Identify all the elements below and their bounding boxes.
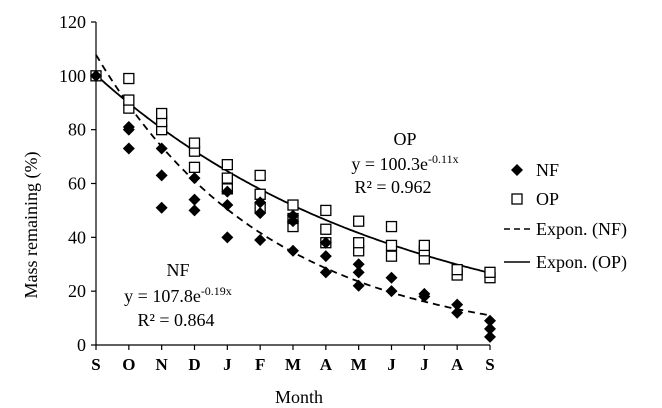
x-axis-label: Month	[275, 387, 323, 407]
x-tick-label: M	[351, 355, 367, 374]
nf-data-point	[352, 279, 365, 292]
op-data-point	[188, 137, 201, 149]
x-tick-label: M	[285, 355, 301, 374]
op-data-point	[188, 161, 201, 174]
nf-annotation-equation: y = 107.8e-0.19x	[124, 284, 232, 306]
x-tick-label: O	[122, 355, 135, 374]
op-data-point	[484, 266, 496, 278]
nf-data-point	[254, 207, 267, 220]
op-data-point	[320, 223, 332, 235]
data-points	[90, 69, 496, 343]
y-tick-label: 100	[59, 66, 86, 86]
nf-annotation-label: NF	[166, 260, 189, 280]
nf-data-point	[221, 199, 234, 212]
x-tick-label: J	[387, 355, 396, 374]
y-tick-label: 40	[68, 227, 86, 247]
op-data-point	[221, 172, 233, 184]
legend-marker-op	[511, 193, 523, 205]
nf-data-point	[451, 298, 464, 311]
nf-data-point	[122, 120, 135, 133]
legend-label-expon-nf: Expon. (NF)	[536, 219, 627, 240]
op-data-point	[451, 263, 463, 276]
nf-data-point	[90, 69, 102, 82]
nf-data-point	[385, 271, 398, 284]
nf-data-point	[254, 234, 267, 247]
op-data-point	[385, 220, 398, 233]
nf-data-point	[221, 185, 234, 198]
op-data-point	[123, 72, 135, 85]
x-tick-label: F	[255, 355, 265, 374]
legend-label-op: OP	[536, 189, 559, 209]
y-axis: 0 20 40 60 80 100 120	[59, 12, 97, 355]
op-data-point	[418, 239, 430, 252]
nf-data-point	[484, 330, 496, 343]
op-data-point	[385, 239, 398, 252]
op-data-point	[353, 237, 365, 249]
op-annotation-equation: y = 100.3e-0.11x	[351, 152, 458, 174]
legend-label-nf: NF	[536, 160, 559, 180]
op-data-point	[254, 169, 266, 182]
y-tick-label: 80	[68, 120, 86, 140]
legend-marker-nf	[511, 164, 523, 176]
nf-data-point	[155, 169, 168, 182]
expon-op-trendline	[95, 74, 491, 274]
nf-data-point	[155, 201, 168, 214]
legend-item-nf: NF	[511, 160, 559, 180]
nf-data-point	[352, 258, 365, 271]
x-tick-label: S	[485, 355, 494, 374]
y-tick-label: 20	[68, 281, 86, 301]
nf-data-point	[221, 231, 234, 244]
op-data-point	[287, 199, 299, 211]
op-annotation-label: OP	[393, 129, 416, 149]
nf-data-point	[319, 250, 332, 263]
nf-data-point	[155, 142, 168, 155]
op-annotation-r2: R² = 0.962	[354, 177, 431, 197]
x-tick-label: A	[451, 355, 464, 374]
x-tick-label: N	[156, 355, 169, 374]
nf-data-point	[122, 142, 135, 155]
nf-data-point	[188, 193, 201, 206]
legend: NF OP Expon. (NF) Expon. (OP)	[504, 160, 627, 273]
y-tick-label: 120	[59, 12, 86, 32]
nf-data-point	[451, 306, 464, 319]
legend-item-expon-nf: Expon. (NF)	[504, 219, 627, 240]
nf-data-point	[385, 285, 398, 298]
x-tick-label: S	[91, 355, 100, 374]
nf-data-point	[319, 266, 332, 279]
legend-item-op: OP	[511, 189, 559, 209]
y-tick-label: 0	[77, 335, 86, 355]
nf-annotation-r2: R² = 0.864	[137, 310, 214, 330]
op-data-point	[320, 204, 332, 217]
x-tick-label: D	[188, 355, 200, 374]
legend-item-expon-op: Expon. (OP)	[504, 252, 627, 273]
nf-data-point	[418, 287, 431, 300]
nf-data-point	[352, 266, 365, 279]
op-data-point	[385, 250, 398, 262]
nf-data-point	[188, 172, 201, 185]
nf-data-point	[319, 236, 332, 249]
nf-data-point	[188, 204, 201, 217]
nf-data-point	[287, 244, 299, 257]
nf-data-point	[484, 322, 496, 335]
op-data-point	[353, 215, 365, 227]
nf-data-point	[254, 196, 267, 209]
x-tick-label: J	[223, 355, 232, 374]
op-data-point	[123, 94, 135, 106]
y-axis-label: Mass remaining (%)	[21, 152, 42, 299]
legend-label-expon-op: Expon. (OP)	[536, 252, 627, 273]
x-tick-label: A	[320, 355, 333, 374]
op-data-point	[221, 159, 233, 171]
x-tick-label: J	[420, 355, 429, 374]
op-data-point	[156, 107, 168, 120]
nf-data-point	[484, 314, 496, 327]
nf-data-point	[287, 209, 299, 222]
y-tick-label: 60	[68, 174, 86, 194]
